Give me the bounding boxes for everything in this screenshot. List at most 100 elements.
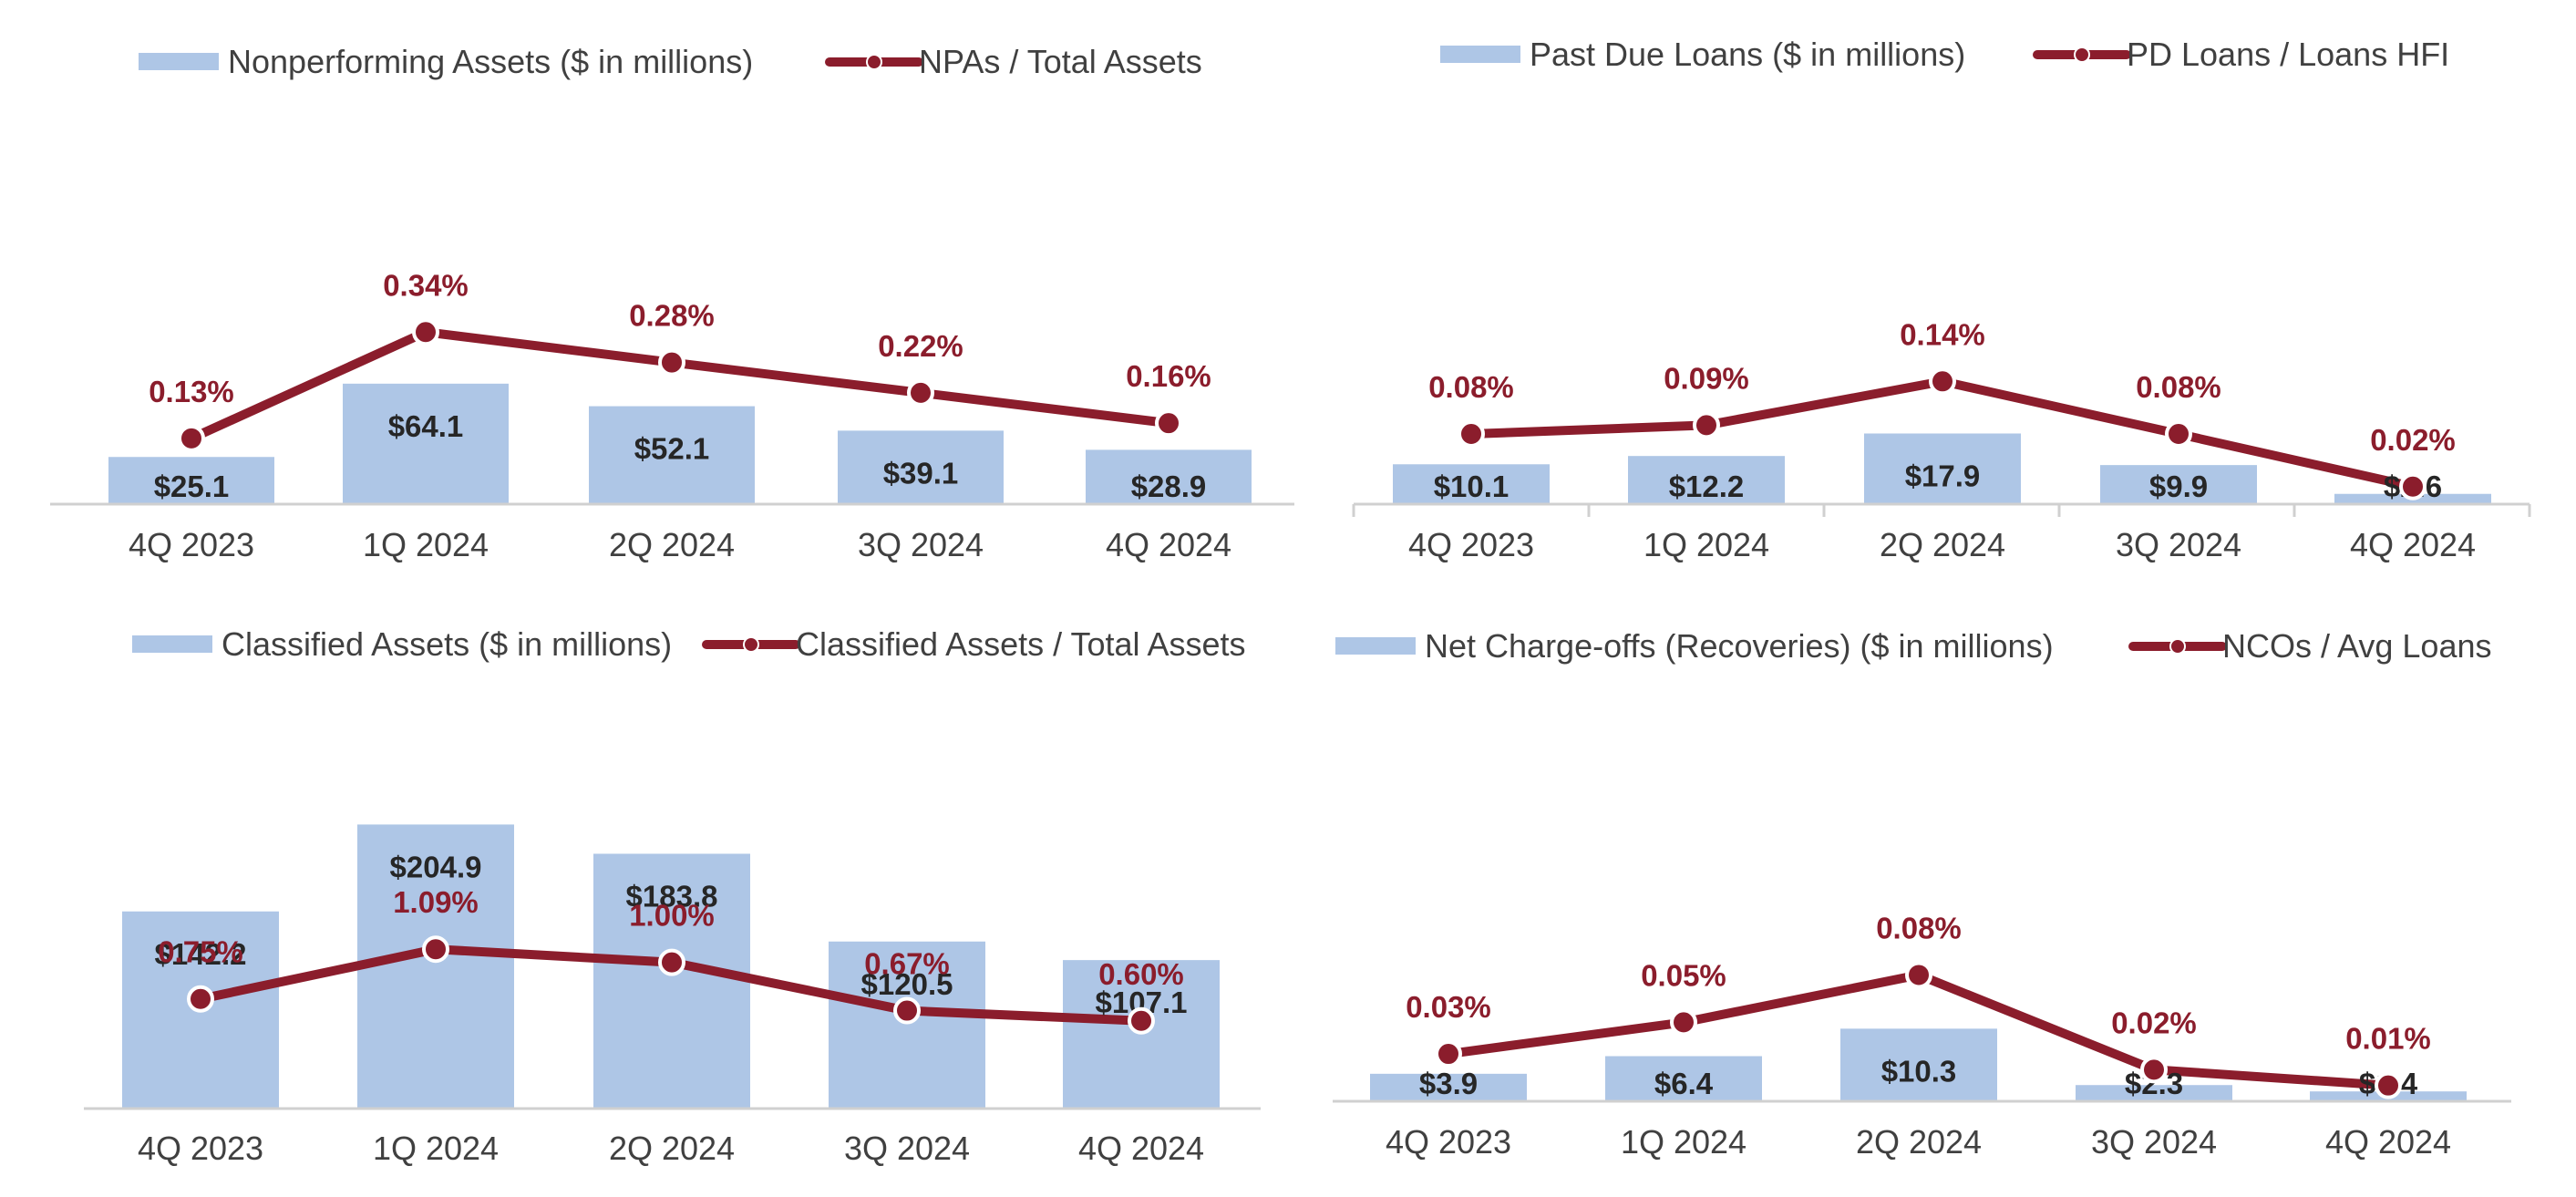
chart-nco: Net Charge-offs (Recoveries) ($ in milli… — [1333, 627, 2511, 1161]
bar-pastdue-1 — [1628, 456, 1785, 504]
line-value-label: 0.02% — [2111, 1006, 2197, 1039]
bar-npa-0 — [108, 457, 274, 504]
bar-value-label: $25.1 — [154, 470, 230, 503]
bar-value-label: $39.1 — [883, 456, 959, 490]
bar-value-label: $3.9 — [1419, 1067, 1478, 1100]
legend: Past Due Loans ($ in millions) PD Loans /… — [1440, 36, 2449, 73]
bar-value-label: $9.9 — [2149, 470, 2208, 503]
legend: Nonperforming Assets ($ in millions) NPAs… — [139, 43, 1202, 80]
line-marker — [187, 985, 214, 1013]
line-marker — [2165, 420, 2192, 449]
legend-line-label: Classified Assets / Total Assets — [796, 625, 1246, 663]
bar-classified-1 — [357, 824, 514, 1109]
legend-line-marker — [866, 54, 882, 70]
legend-bar-swatch — [139, 53, 219, 70]
bar-npa-1 — [343, 383, 509, 504]
bar-nco-1 — [1605, 1056, 1762, 1101]
category-label: 2Q 2024 — [609, 526, 735, 563]
line-marker — [422, 935, 449, 964]
bar-pastdue-0 — [1393, 464, 1550, 504]
legend-bar-label: Nonperforming Assets ($ in millions) — [228, 43, 753, 80]
bar-value-label: $52.1 — [634, 432, 710, 466]
category-label: 3Q 2024 — [2091, 1123, 2217, 1161]
category-label: 2Q 2024 — [1856, 1123, 1982, 1161]
bar-classified-3 — [829, 941, 985, 1109]
category-label: 1Q 2024 — [1643, 526, 1769, 563]
bar-npa-4 — [1086, 449, 1252, 504]
bar-value-label: $120.5 — [861, 967, 953, 1001]
line-marker — [658, 348, 685, 377]
line-marker — [1458, 420, 1485, 449]
legend: Classified Assets ($ in millions) Classif… — [132, 625, 1246, 663]
category-label: 4Q 2024 — [1106, 526, 1231, 563]
category-label: 3Q 2024 — [844, 1130, 970, 1167]
line-marker — [1929, 367, 1956, 396]
bar-value-label: $204.9 — [390, 850, 482, 883]
legend-bar-label: Past Due Loans ($ in millions) — [1530, 36, 1965, 73]
bar-value-label: $6.4 — [1654, 1067, 1714, 1100]
bar-value-label: $28.9 — [1131, 470, 1207, 503]
line-marker — [893, 996, 921, 1025]
line-value-label: 0.34% — [383, 268, 469, 302]
line-value-label: 0.22% — [878, 329, 963, 363]
category-label: 1Q 2024 — [373, 1130, 499, 1167]
line-marker — [1670, 1008, 1697, 1037]
line-marker — [658, 948, 685, 976]
bar-value-label: $64.1 — [388, 409, 464, 443]
line-value-label: 0.14% — [1900, 317, 1985, 351]
line-marker — [2140, 1056, 2168, 1084]
bar-pastdue-2 — [1864, 433, 2021, 504]
line-marker — [2375, 1071, 2402, 1099]
legend-line-label: NPAs / Total Assets — [919, 43, 1202, 80]
legend-bar-swatch — [1440, 46, 1520, 63]
category-label: 3Q 2024 — [2116, 526, 2241, 563]
line-marker — [1155, 409, 1182, 438]
bar-npa-2 — [589, 406, 755, 504]
bar-value-label: $12.2 — [1669, 470, 1745, 503]
line-value-label: 0.16% — [1126, 359, 1211, 393]
legend-line-marker — [2074, 46, 2090, 63]
category-label: 4Q 2024 — [2350, 526, 2476, 563]
line-value-label: 0.60% — [1098, 957, 1184, 991]
line-marker — [2399, 472, 2427, 500]
category-label: 1Q 2024 — [1621, 1123, 1747, 1161]
line-value-label: 1.09% — [393, 885, 479, 919]
line-marker — [1905, 961, 1932, 989]
category-label: 4Q 2023 — [138, 1130, 263, 1167]
line-value-label: 0.03% — [1406, 990, 1491, 1024]
line-value-label: 0.08% — [1876, 911, 1962, 944]
legend-bar-label: Classified Assets ($ in millions) — [222, 625, 672, 663]
line-marker — [1435, 1040, 1462, 1068]
category-label: 4Q 2023 — [1386, 1123, 1511, 1161]
bar-value-label: $183.8 — [626, 879, 718, 913]
line-marker — [1693, 411, 1720, 439]
bar-npa-3 — [838, 430, 1004, 504]
bar-value-label: $10.3 — [1881, 1054, 1957, 1088]
chart-classified: Classified Assets ($ in millions) Classif… — [84, 625, 1261, 1167]
bar-nco-2 — [1840, 1028, 1997, 1101]
bar-classified-2 — [593, 853, 750, 1109]
chart-pastdue: Past Due Loans ($ in millions) PD Loans /… — [1352, 36, 2531, 563]
line-value-label: 1.00% — [629, 899, 715, 933]
line-value-label: 0.02% — [2370, 423, 2456, 457]
line-value-label: 0.05% — [1641, 958, 1726, 992]
legend-bar-swatch — [1335, 637, 1416, 655]
line-value-label: 0.13% — [149, 375, 234, 408]
bar-nco-3 — [2076, 1085, 2232, 1101]
legend-line-marker — [2169, 638, 2186, 655]
category-label: 1Q 2024 — [363, 526, 489, 563]
line-marker — [178, 424, 205, 452]
legend-bar-swatch — [132, 635, 212, 653]
line-value-label: 0.08% — [2136, 370, 2221, 404]
bar-pastdue-3 — [2100, 465, 2257, 504]
category-label: 4Q 2024 — [2325, 1123, 2451, 1161]
line-value-label: 0.09% — [1664, 361, 1749, 395]
legend: Net Charge-offs (Recoveries) ($ in milli… — [1335, 627, 2492, 665]
category-label: 4Q 2023 — [1408, 526, 1534, 563]
legend-bar-label: Net Charge-offs (Recoveries) ($ in milli… — [1425, 627, 2054, 665]
chart-npa: Nonperforming Assets ($ in millions) NPAs… — [50, 43, 1294, 563]
line-marker — [412, 318, 439, 346]
line-value-label: 0.28% — [629, 299, 715, 333]
line-marker — [1128, 1006, 1155, 1035]
